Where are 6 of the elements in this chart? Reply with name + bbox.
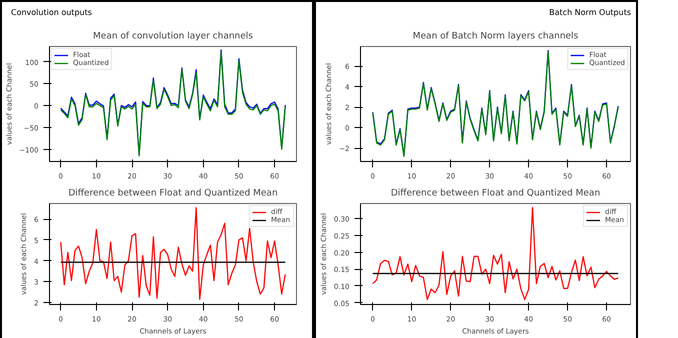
chart-title: Mean of convolution layer channels bbox=[93, 32, 254, 42]
chart-title: Mean of Batch Norm layers channels bbox=[412, 32, 579, 42]
text: Convolution outputs bbox=[11, 7, 92, 18]
chart-title: Difference between Float and Quantized Mean bbox=[68, 188, 278, 198]
text: Batch Norm Outputs bbox=[549, 7, 631, 18]
chart-title: Difference between Float and Quantized Mean bbox=[390, 188, 600, 198]
